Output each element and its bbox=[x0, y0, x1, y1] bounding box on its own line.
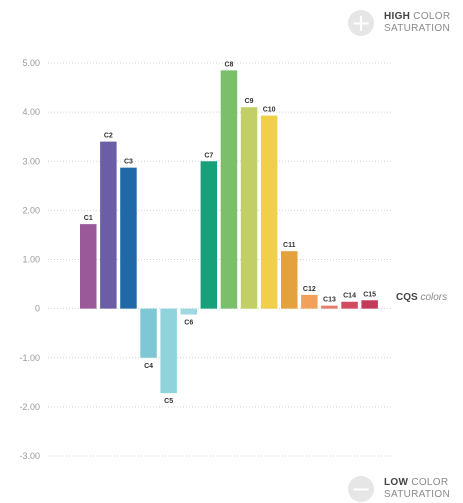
low-label-sub: SATURATION bbox=[384, 489, 450, 500]
bar-label: C5 bbox=[164, 398, 173, 405]
bar bbox=[301, 294, 318, 309]
low-saturation-text: LOW COLOR SATURATION bbox=[384, 477, 450, 501]
y-tick-label: 4.00 bbox=[22, 107, 40, 117]
y-tick-label: 5.00 bbox=[22, 58, 40, 68]
bar-label: C10 bbox=[263, 107, 276, 114]
bar bbox=[361, 300, 378, 309]
bar bbox=[180, 308, 197, 315]
bar-label: C2 bbox=[104, 133, 113, 140]
high-saturation-label: + HIGH COLOR SATURATION bbox=[348, 10, 450, 36]
bar bbox=[321, 305, 338, 309]
low-label-bold: LOW bbox=[384, 477, 409, 488]
bar bbox=[281, 251, 298, 309]
bar-label: C11 bbox=[283, 242, 296, 249]
bar-label: C4 bbox=[144, 363, 153, 370]
x-axis-label-italic: colors bbox=[420, 292, 448, 303]
y-tick-label: -3.00 bbox=[19, 451, 40, 461]
plus-icon: + bbox=[348, 10, 374, 36]
bar-label: C6 bbox=[184, 320, 193, 327]
bar bbox=[341, 301, 358, 309]
y-tick-label: 0 bbox=[35, 304, 40, 314]
bar bbox=[260, 115, 278, 309]
bar-label: C3 bbox=[124, 159, 133, 166]
bar bbox=[240, 107, 258, 309]
high-saturation-text: HIGH COLOR SATURATION bbox=[384, 11, 450, 35]
y-tick-label: -2.00 bbox=[19, 402, 40, 412]
y-tick-label: 1.00 bbox=[22, 255, 40, 265]
low-saturation-label: − LOW COLOR SATURATION bbox=[348, 476, 450, 502]
y-tick-label: 3.00 bbox=[22, 156, 40, 166]
bar-label: C9 bbox=[245, 98, 254, 105]
low-label-rest: COLOR bbox=[411, 477, 449, 488]
bar-label: C13 bbox=[323, 297, 336, 304]
bar-label: C8 bbox=[224, 61, 233, 68]
bar-label: C15 bbox=[363, 291, 376, 298]
high-label-bold: HIGH bbox=[384, 11, 411, 22]
high-label-sub: SATURATION bbox=[384, 23, 450, 34]
bar-label: C7 bbox=[204, 152, 213, 159]
high-label-rest: COLOR bbox=[413, 11, 451, 22]
bar bbox=[160, 308, 177, 394]
bar-label: C1 bbox=[84, 215, 93, 222]
y-tick-label: -1.00 bbox=[19, 353, 40, 363]
bar-label: C14 bbox=[343, 293, 356, 300]
bar-label: C12 bbox=[303, 286, 316, 293]
bar bbox=[100, 141, 117, 309]
bar bbox=[80, 224, 97, 309]
bar bbox=[120, 167, 137, 309]
bar bbox=[220, 70, 238, 309]
x-axis-label: CQS colors bbox=[396, 292, 447, 303]
x-axis-label-bold: CQS bbox=[396, 292, 418, 303]
minus-icon: − bbox=[348, 476, 374, 502]
bar bbox=[140, 308, 157, 358]
bar bbox=[200, 161, 218, 309]
y-tick-label: 2.00 bbox=[22, 205, 40, 215]
